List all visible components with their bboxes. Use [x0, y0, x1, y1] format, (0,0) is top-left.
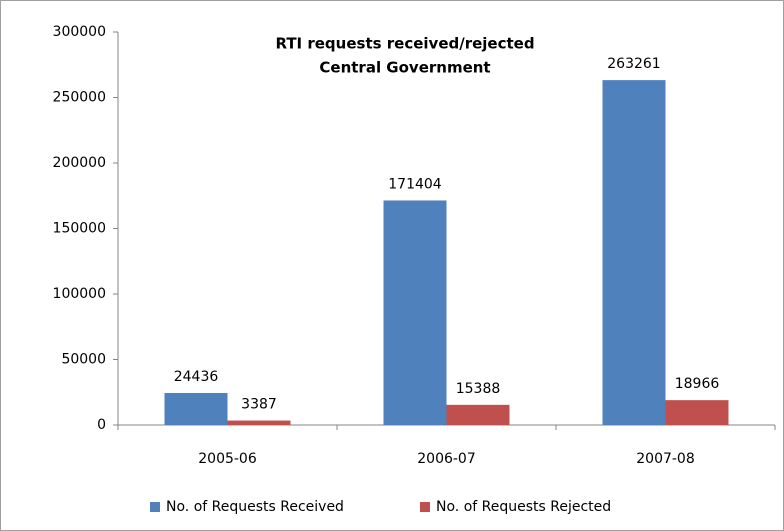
chart-subtitle: Central Government [319, 59, 490, 77]
bar [602, 80, 666, 426]
legend-label: No. of Requests Received [166, 499, 344, 515]
data-label: 171404 [388, 176, 442, 192]
bar [227, 420, 291, 425]
bar [383, 200, 447, 425]
data-label: 3387 [241, 397, 277, 413]
data-label: 18966 [675, 376, 720, 392]
y-tick-label: 0 [97, 417, 106, 433]
bar [665, 400, 729, 425]
legend-label: No. of Requests Rejected [436, 499, 611, 515]
bar [164, 392, 228, 425]
bar [446, 404, 510, 425]
y-tick-label: 300000 [53, 24, 106, 40]
y-tick-label: 200000 [53, 155, 106, 171]
x-tick-label: 2006-07 [417, 451, 476, 467]
y-tick-label: 100000 [53, 286, 106, 302]
legend-swatch [150, 502, 160, 512]
chart-title: RTI requests received/rejected [275, 35, 534, 53]
data-label: 263261 [607, 56, 660, 72]
legend-swatch [420, 502, 430, 512]
x-tick-label: 2005-06 [198, 451, 257, 467]
data-label: 15388 [456, 381, 501, 397]
y-tick-label: 150000 [53, 221, 106, 237]
y-tick-label: 250000 [53, 90, 106, 106]
data-label: 24436 [174, 369, 219, 385]
x-tick-label: 2007-08 [636, 451, 695, 467]
y-tick-label: 50000 [61, 352, 106, 368]
